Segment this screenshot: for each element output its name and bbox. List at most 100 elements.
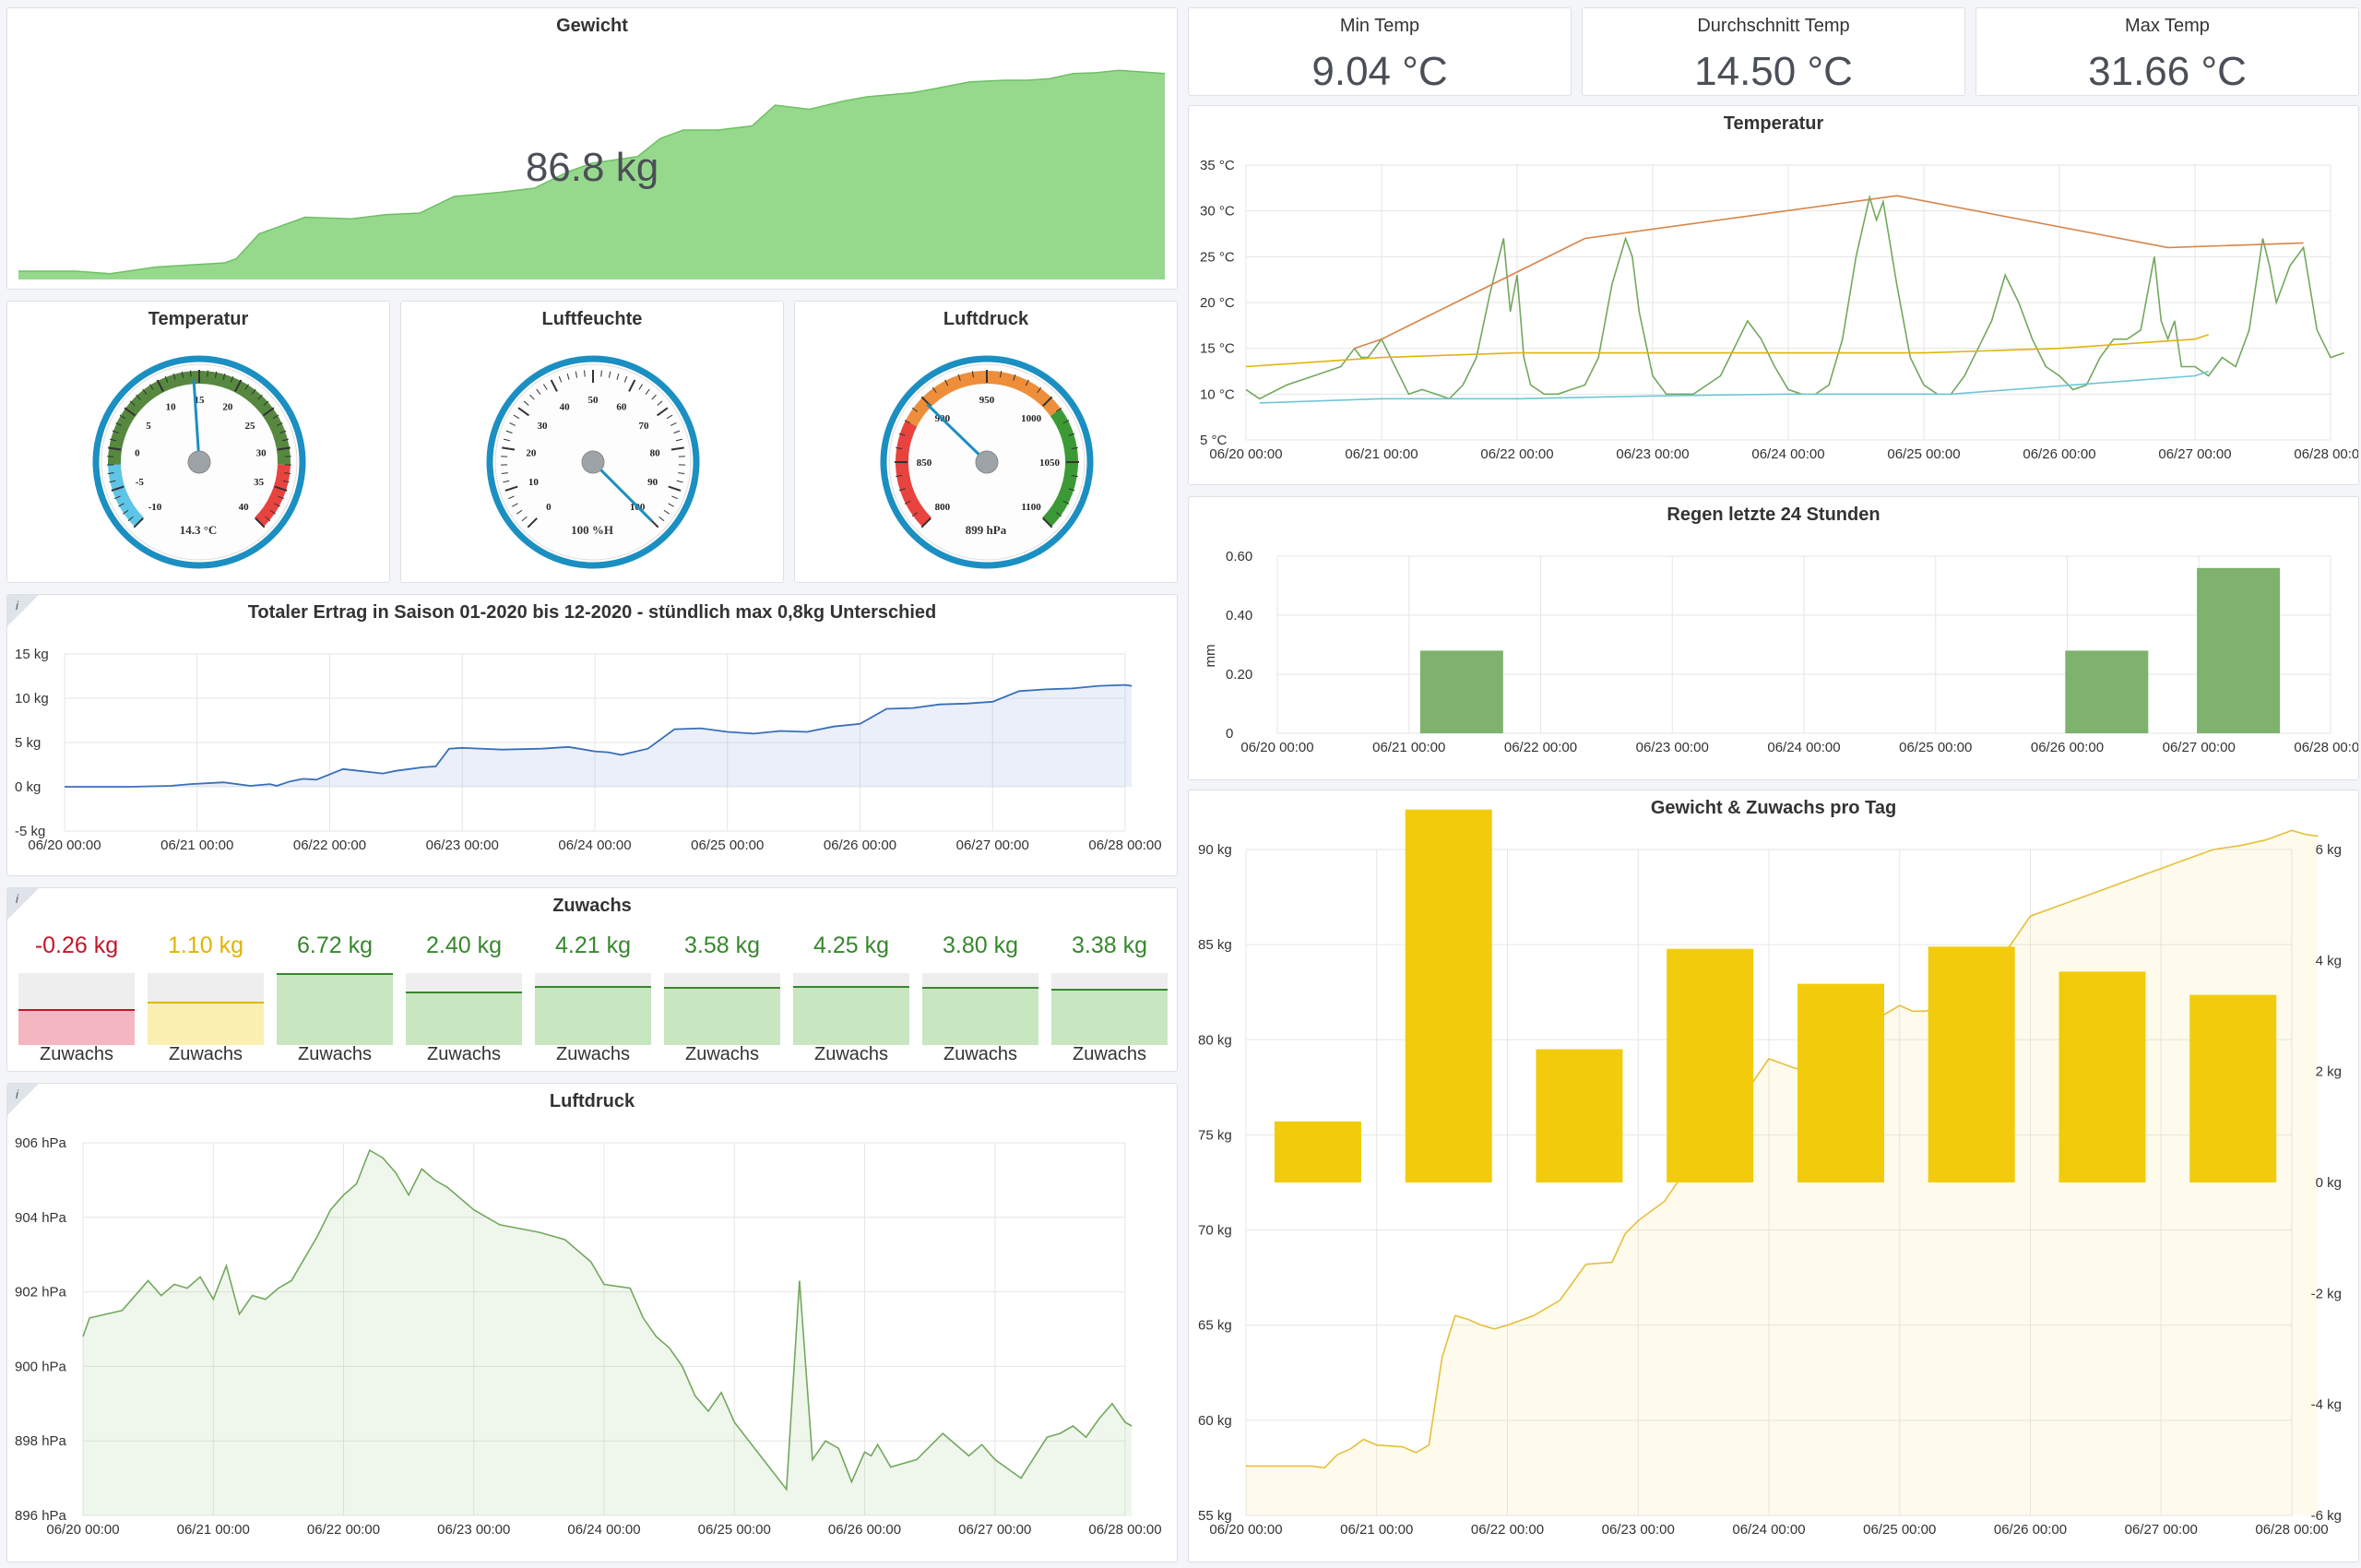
gauge-tick xyxy=(527,517,538,529)
series-line-2 xyxy=(1354,195,2304,350)
gauge-band xyxy=(905,371,1062,427)
tile-label: Zuwachs xyxy=(297,1044,373,1064)
tile-value: 6.72 kg xyxy=(296,932,373,958)
gauge-tick xyxy=(668,503,674,507)
tile-bar-fill xyxy=(664,987,780,1045)
gewicht-sparkline xyxy=(18,69,1166,279)
gauge-tick xyxy=(600,370,602,377)
gauge-tick xyxy=(638,384,644,390)
tile-label: Zuwachs xyxy=(1072,1044,1147,1064)
gauge-tick xyxy=(281,438,289,442)
panel-title: Luftfeuchte xyxy=(541,309,643,329)
tile-value: 3.58 kg xyxy=(683,932,760,958)
gauge-tick xyxy=(550,379,558,392)
gauge-band xyxy=(896,421,932,528)
series-line-3 xyxy=(1259,370,2209,404)
gauge-scale-label: 1050 xyxy=(1039,457,1061,469)
gauge-tick xyxy=(521,516,528,522)
gauge-tick xyxy=(274,503,280,507)
y-tick-label: 10 kg xyxy=(15,691,49,707)
x-tick-label: 06/24 00:00 xyxy=(1767,740,1840,755)
gauge-tick xyxy=(284,472,291,475)
y2-tick-label: -4 kg xyxy=(2311,1397,2342,1413)
y-tick-label: 90 kg xyxy=(1198,842,1232,858)
y2-tick-label: 2 kg xyxy=(2316,1064,2342,1080)
gauge-scale-label: 10 xyxy=(166,401,177,412)
x-tick-label: 06/26 00:00 xyxy=(2031,740,2104,755)
x-tick-label: 06/24 00:00 xyxy=(1751,446,1824,462)
gauge-tick xyxy=(127,516,134,522)
gauge-scale-label: 50 xyxy=(588,395,599,406)
x-tick-label: 06/20 00:00 xyxy=(1209,446,1282,462)
gauge-tick xyxy=(663,509,670,515)
gauge-tick xyxy=(523,400,529,406)
tile-label: Zuwachs xyxy=(684,1044,760,1064)
tile-bar xyxy=(664,973,780,1045)
x-tick-label: 06/22 00:00 xyxy=(307,1522,380,1538)
y2-tick-label: -2 kg xyxy=(2311,1286,2342,1301)
x-tick-label: 06/24 00:00 xyxy=(567,1522,640,1538)
tile-value: -0.26 kg xyxy=(34,932,119,958)
x-tick-label: 06/23 00:00 xyxy=(1602,1522,1675,1538)
info-icon[interactable]: i xyxy=(7,1084,39,1115)
gauge-tick xyxy=(516,509,523,515)
x-tick-label: 06/24 00:00 xyxy=(1732,1522,1805,1538)
gauge-tick xyxy=(503,480,510,483)
gauge-tick xyxy=(107,472,114,475)
gauge-scale-label: 10 xyxy=(528,477,540,488)
info-icon[interactable]: i xyxy=(7,595,39,626)
x-tick-label: 06/21 00:00 xyxy=(160,837,233,853)
y-tick-label: 15 °C xyxy=(1200,341,1235,357)
gauge-tick xyxy=(911,407,919,412)
gauge-tick xyxy=(142,388,148,395)
avg-temp-value: 14.50 °C xyxy=(1694,49,1853,94)
gauge-tick xyxy=(136,394,141,400)
gauge-tick xyxy=(1000,371,1003,378)
x-tick-label: 06/27 00:00 xyxy=(958,1522,1031,1538)
temperatur-chart-panel: Temperatur 5 °C 10 °C 15 °C 20 °C 25 °C 30 °C… xyxy=(1188,105,2359,485)
tile-bar xyxy=(793,973,909,1045)
gauge-tick xyxy=(222,373,226,380)
luftdruck-chart-panel: i Luftdruck 896 hPa 898 hPa 900 hPa 902 hPa… xyxy=(6,1083,1178,1562)
x-tick-label: 06/21 00:00 xyxy=(1340,1522,1413,1538)
gauge-scale-label: 800 xyxy=(935,502,951,513)
bar xyxy=(1419,650,1503,733)
y2-tick-label: 0 kg xyxy=(2316,1175,2342,1191)
gauge-band xyxy=(1041,408,1078,528)
tile-label: Zuwachs xyxy=(426,1044,502,1064)
y-tick-label: -5 kg xyxy=(15,824,45,839)
gauge-hub xyxy=(187,450,211,474)
temperature-gauge: -10 -5 0 5 10 15 20 25 30 35 40 xyxy=(92,355,306,569)
sparkline-line xyxy=(18,69,1166,275)
gauge-scale-label: 1000 xyxy=(1021,413,1042,424)
y-tick-label: 25 °C xyxy=(1200,249,1235,265)
gauge-tick xyxy=(1071,446,1078,449)
gauge-tick xyxy=(108,446,122,451)
gauge-scale-label: 40 xyxy=(560,401,571,412)
avg-temp-panel: Durchschnitt Temp 14.50 °C xyxy=(1582,7,1965,96)
gauge-tick xyxy=(558,375,563,383)
gauge-tick xyxy=(234,379,243,392)
tile-bar xyxy=(406,973,522,1045)
y-axis-label: mm xyxy=(1203,645,1218,668)
gauge-tick xyxy=(123,509,129,515)
gauge-scale-label: 20 xyxy=(526,447,537,458)
gauge-tick xyxy=(670,446,684,451)
gauge-tick xyxy=(584,370,586,377)
tile-label: Zuwachs xyxy=(813,1044,889,1064)
bar xyxy=(1274,1121,1361,1182)
gauge-tick xyxy=(931,386,937,394)
x-tick-label: 06/26 00:00 xyxy=(1994,1522,2067,1538)
gauge-tick xyxy=(904,420,911,424)
panel-title: Temperatur xyxy=(1723,113,1824,134)
gauge-tick xyxy=(911,512,919,517)
info-icon[interactable]: i xyxy=(7,888,39,920)
gauge-tick xyxy=(119,414,126,420)
gauge-tick xyxy=(1037,386,1042,394)
panel-title: Zuwachs xyxy=(552,896,632,916)
temperatur-chart: 5 °C 10 °C 15 °C 20 °C 25 °C 30 °C 35 °C 06/20 … xyxy=(1200,158,2358,462)
x-tick-label: 06/21 00:00 xyxy=(177,1522,250,1538)
y-tick-label: 900 hPa xyxy=(15,1359,67,1374)
panel-title: Totaler Ertrag in Saison 01-2020 bis 12-… xyxy=(247,602,937,623)
tile-label: Zuwachs xyxy=(555,1044,631,1064)
